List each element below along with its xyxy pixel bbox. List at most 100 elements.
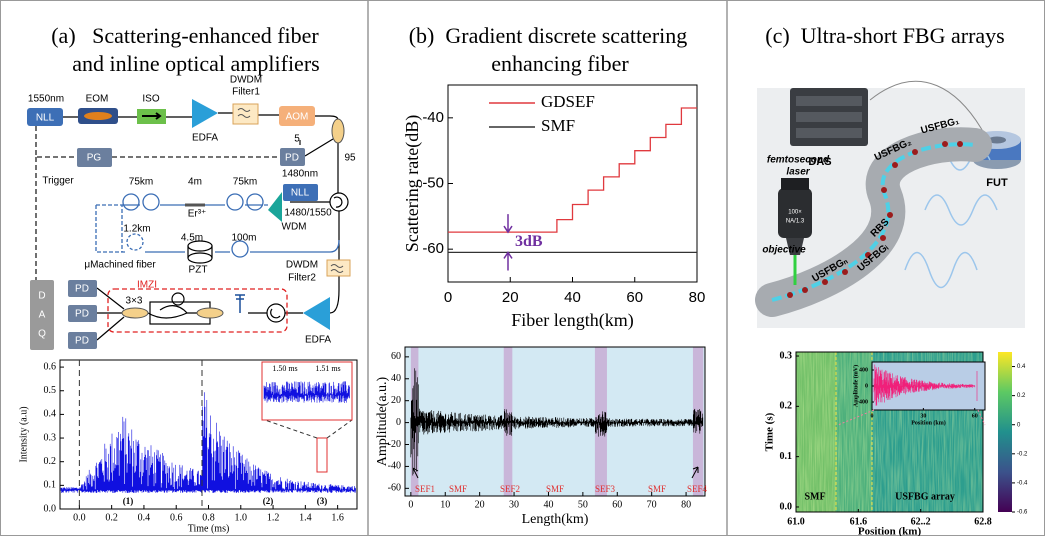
x-tick-label: 60 <box>612 499 622 510</box>
y-tick-label: 0.3 <box>44 432 57 443</box>
waveform <box>60 392 356 493</box>
setup-label: PD <box>75 336 89 347</box>
panel-title: and inline optical amplifiers <box>72 51 319 76</box>
setup-label: IMZI <box>137 280 157 291</box>
annotation-arrow <box>503 214 513 271</box>
setup-label: 75km <box>233 177 257 188</box>
x-tick-label: 60 <box>626 289 643 306</box>
x-tick-label: 20 <box>502 289 519 306</box>
setup-diagram: 1550nm NLL EOM ISO EDFA DWDM Filter1 AOM… <box>27 75 356 350</box>
x-tick-label: 80 <box>681 499 691 510</box>
annotation: 3dB <box>515 233 543 250</box>
setup-label: Er³⁺ <box>188 209 207 220</box>
setup-label: Filter2 <box>288 273 316 284</box>
colorbar-tick-label: -0.2 <box>1017 451 1028 457</box>
x-tick-label: 50 <box>578 499 588 510</box>
x-tick-label: 20 <box>475 499 485 510</box>
illustration-label: DAS <box>808 156 831 168</box>
zoom-box <box>316 437 328 473</box>
illustration-label: laser <box>786 167 810 178</box>
setup-label: 5 <box>294 134 300 145</box>
x-tick-label: 70 <box>647 499 657 510</box>
y-tick-label: -20 <box>388 439 401 450</box>
y-tick-label: -40 <box>388 461 401 472</box>
segment-label: SMF <box>648 484 666 494</box>
y-axis-label: Scattering rate(dB) <box>402 115 423 252</box>
region-label: SMF <box>804 491 825 502</box>
inset-waveform <box>263 381 350 403</box>
x-tick-label: 0 <box>871 413 874 419</box>
x-tick-label: 1.2 <box>267 512 280 523</box>
y-tick-label: -60 <box>388 483 401 494</box>
x-tick-label: 61.6 <box>850 516 868 527</box>
y-tick-label: 400 <box>859 367 868 373</box>
y-axis-label: Time (s) <box>764 412 776 451</box>
y-tick-label: 40 <box>391 373 401 384</box>
y-tick-label: 0.5 <box>44 385 57 396</box>
plot-frame <box>795 351 984 513</box>
illustration-label: 100× <box>788 210 802 216</box>
x-tick-label: 0.2 <box>105 512 118 523</box>
setup-label: Q <box>38 329 46 340</box>
illustration: DAS FUT femtosecond laser objective USFB… <box>755 80 1025 328</box>
x-tick-label: 0.0 <box>73 512 86 523</box>
x-axis-label: Position (km) <box>911 419 946 426</box>
setup-label: NLL <box>36 113 55 124</box>
y-tick-label: 0 <box>865 383 868 389</box>
y-axis-label: Amplitude(a.u.) <box>375 376 390 466</box>
inset-waveform <box>873 364 978 406</box>
segment-label: SMF <box>449 484 467 494</box>
setup-label: NLL <box>291 188 310 199</box>
arrow <box>412 466 699 479</box>
segment-label: SEF2 <box>500 484 520 494</box>
annotation: (1) <box>123 496 134 506</box>
setup-label: EOM <box>86 94 109 105</box>
x-tick-label: 62.8 <box>974 516 992 527</box>
panel-title: enhancing fiber <box>491 51 629 76</box>
colorbar-tick-label: 0.4 <box>1017 364 1026 370</box>
inset-label: 1.50 ms <box>272 364 297 373</box>
segment-label: SEF3 <box>595 484 616 494</box>
setup-label: PG <box>87 153 102 164</box>
y-tick-label: 0.6 <box>44 361 57 372</box>
colorbar <box>998 352 1012 512</box>
x-tick-label: 61.0 <box>787 516 805 527</box>
setup-label: Filter1 <box>232 87 260 98</box>
colorbar-tick-label: -0.6 <box>1017 510 1028 516</box>
y-tick-label: 0 <box>396 417 401 428</box>
x-tick-label: 40 <box>564 289 581 306</box>
x-axis-label: Position (km) <box>858 526 922 536</box>
setup-label: PD <box>75 284 89 295</box>
y-tick-label: 0.0 <box>780 501 793 512</box>
annotation: (3) <box>317 496 328 506</box>
illustration-label: FUT <box>986 177 1008 189</box>
x-tick-label: 0 <box>408 499 413 510</box>
colorbar-tick-label: -0.4 <box>1017 480 1028 486</box>
setup-label: EDFA <box>305 335 331 346</box>
region-label: USFBG array <box>895 491 955 502</box>
x-tick-label: 1.6 <box>331 512 344 523</box>
setup-label: 4.5m <box>181 233 203 244</box>
colorbar-tick-label: 0 <box>1017 422 1021 428</box>
setup-label: D <box>38 291 45 302</box>
setup-label: Trigger <box>42 176 74 187</box>
legend-label: GDSEF <box>541 92 595 111</box>
segment-label: SMF <box>546 484 564 494</box>
y-tick-label: 0.4 <box>44 409 57 420</box>
setup-label: PD <box>75 309 89 320</box>
setup-label: ISO <box>142 94 159 105</box>
x-tick-label: 10 <box>440 499 450 510</box>
marker-line <box>78 360 203 509</box>
setup-label: PZT <box>189 265 208 276</box>
x-axis-label: Fiber length(km) <box>511 310 633 331</box>
panel-title: (a) Scattering-enhanced fiber <box>51 23 319 48</box>
setup-label: 75km <box>129 177 153 188</box>
y-tick-label: 0.2 <box>780 401 793 412</box>
setup-label: WDM <box>282 222 307 233</box>
setup-label: 1.2km <box>123 224 150 235</box>
waveform <box>410 368 704 476</box>
annotation: (2) <box>263 496 274 506</box>
y-tick-label: -50 <box>422 174 444 191</box>
x-tick-label: 0.4 <box>138 512 151 523</box>
setup-label: AOM <box>286 112 309 123</box>
